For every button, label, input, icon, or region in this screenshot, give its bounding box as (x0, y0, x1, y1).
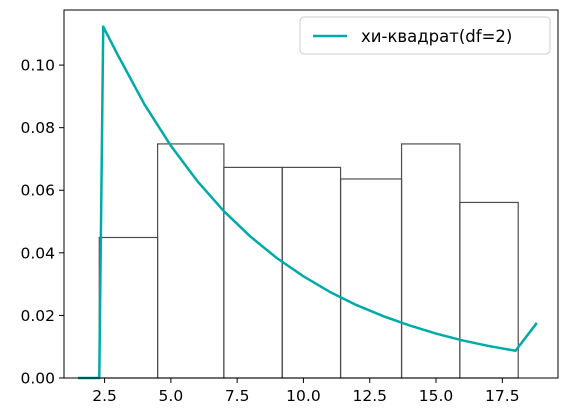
y-tick-label: 0.04 (20, 244, 55, 262)
x-axis: 2.5 5.0 7.5 10.0 12.5 15.0 17.5 (92, 378, 520, 405)
x-tick-label: 17.5 (485, 387, 520, 405)
histogram-bar (98, 236, 159, 379)
histogram-bar (223, 166, 283, 379)
histogram-bar (400, 143, 461, 379)
legend-label: хи-квадрат(df=2) (361, 27, 512, 46)
plot-frame (63, 9, 559, 379)
y-tick-label: 0.08 (20, 119, 55, 137)
legend-box (299, 16, 551, 55)
histogram-bar (157, 143, 225, 379)
x-tick-label: 7.5 (225, 387, 250, 405)
x-tick-label: 10.0 (286, 387, 321, 405)
x-tick-label: 5.0 (159, 387, 184, 405)
y-axis: 0.00 0.02 0.04 0.06 0.08 0.10 (20, 57, 64, 388)
x-tick-label: 2.5 (92, 387, 117, 405)
y-tick-label: 0.06 (20, 182, 55, 200)
y-tick-label: 0.00 (20, 370, 55, 388)
x-tick-label: 12.5 (352, 387, 387, 405)
histogram-bar (281, 166, 342, 379)
y-tick-label: 0.10 (20, 57, 55, 75)
histogram-bar (339, 178, 403, 379)
histogram-bar (459, 201, 519, 379)
x-tick-label: 15.0 (419, 387, 454, 405)
histogram-bars (98, 143, 519, 379)
chi-square-curve (78, 25, 538, 380)
curve-layer (78, 25, 538, 380)
y-tick-label: 0.02 (20, 307, 55, 325)
legend: хи-квадрат(df=2) (299, 16, 551, 55)
